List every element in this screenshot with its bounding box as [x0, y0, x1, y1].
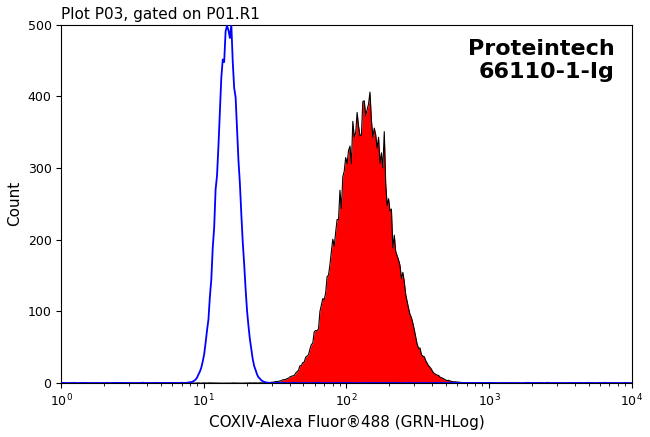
Y-axis label: Count: Count [7, 181, 22, 226]
Text: Proteintech
66110-1-Ig: Proteintech 66110-1-Ig [468, 39, 614, 82]
Text: Plot P03, gated on P01.R1: Plot P03, gated on P01.R1 [61, 7, 260, 22]
X-axis label: COXIV-Alexa Fluor®488 (GRN-HLog): COXIV-Alexa Fluor®488 (GRN-HLog) [209, 415, 484, 430]
